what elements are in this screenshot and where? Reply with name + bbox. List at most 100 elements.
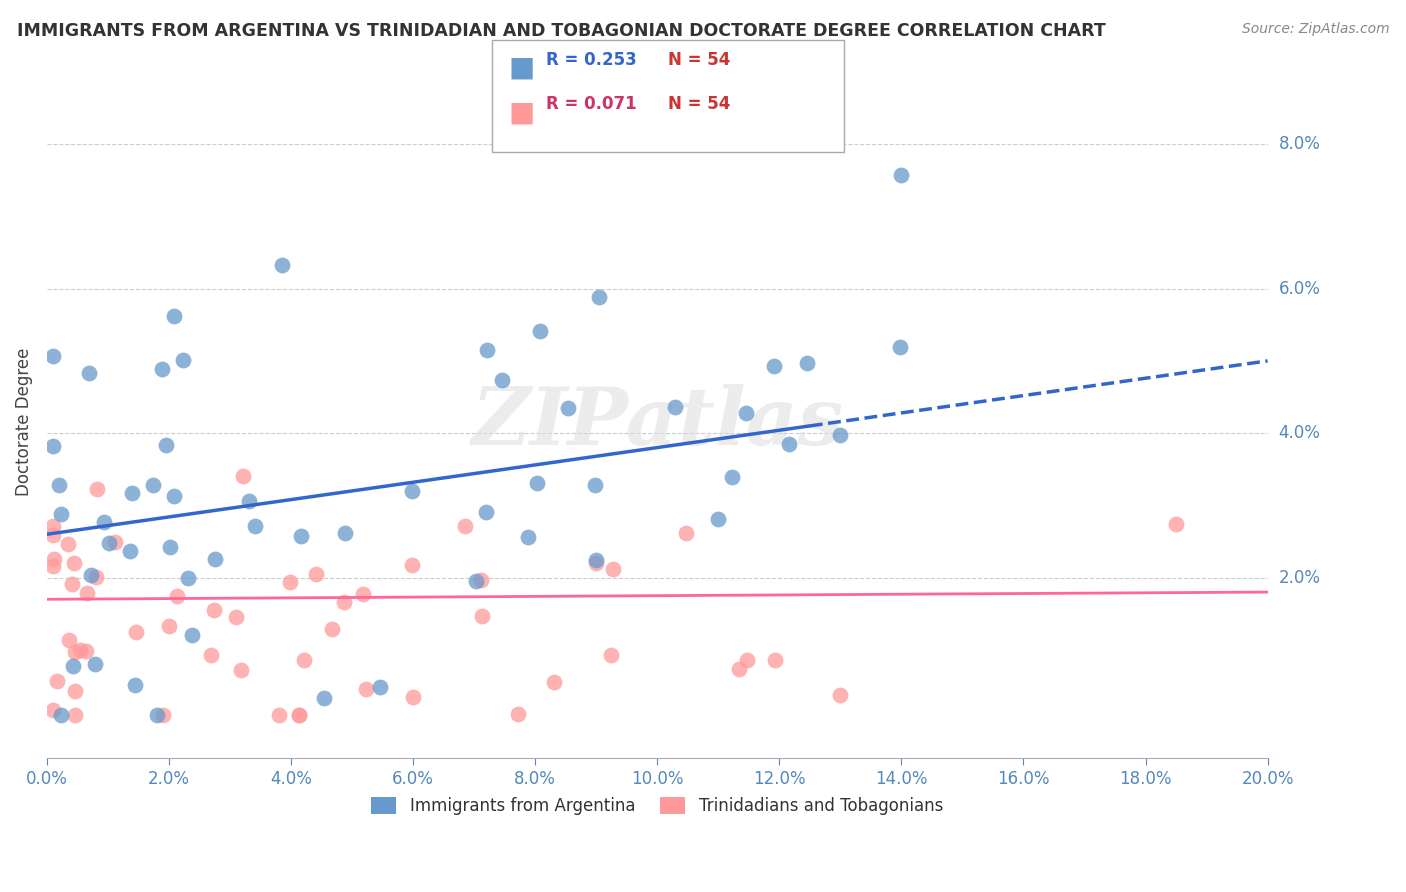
Trinidadians and Tobagonians — [508, 706, 530, 721]
Trinidadians and Tobagonians — [225, 610, 247, 624]
Text: 2.0%: 2.0% — [1278, 568, 1320, 587]
Immigrants from Argentina — [98, 536, 121, 550]
Immigrants from Argentina — [585, 553, 607, 567]
Trinidadians and Tobagonians — [157, 618, 180, 632]
Trinidadians and Tobagonians — [166, 589, 188, 603]
Trinidadians and Tobagonians — [728, 662, 751, 676]
Trinidadians and Tobagonians — [232, 469, 254, 483]
Immigrants from Argentina — [889, 340, 911, 354]
Trinidadians and Tobagonians — [735, 653, 758, 667]
Trinidadians and Tobagonians — [470, 573, 492, 587]
Trinidadians and Tobagonians — [42, 519, 65, 533]
Trinidadians and Tobagonians — [763, 653, 786, 667]
Trinidadians and Tobagonians — [63, 556, 86, 570]
Trinidadians and Tobagonians — [830, 689, 852, 703]
Trinidadians and Tobagonians — [401, 558, 423, 573]
Immigrants from Argentina — [491, 373, 513, 387]
Immigrants from Argentina — [526, 475, 548, 490]
Immigrants from Argentina — [77, 366, 100, 380]
Trinidadians and Tobagonians — [75, 643, 97, 657]
Text: ZIPatlas: ZIPatlas — [471, 384, 844, 461]
Immigrants from Argentina — [465, 574, 488, 588]
Trinidadians and Tobagonians — [543, 675, 565, 690]
Immigrants from Argentina — [243, 519, 266, 533]
Immigrants from Argentina — [517, 530, 540, 544]
Immigrants from Argentina — [62, 658, 84, 673]
Immigrants from Argentina — [588, 290, 610, 304]
Text: Source: ZipAtlas.com: Source: ZipAtlas.com — [1241, 22, 1389, 37]
Trinidadians and Tobagonians — [60, 576, 83, 591]
Trinidadians and Tobagonians — [58, 632, 80, 647]
Immigrants from Argentina — [80, 568, 103, 582]
Immigrants from Argentina — [368, 680, 391, 694]
Text: N = 54: N = 54 — [668, 95, 730, 113]
Trinidadians and Tobagonians — [65, 684, 87, 698]
Trinidadians and Tobagonians — [585, 557, 607, 571]
Trinidadians and Tobagonians — [152, 707, 174, 722]
Immigrants from Argentina — [475, 343, 498, 357]
Text: ■: ■ — [509, 98, 536, 126]
Trinidadians and Tobagonians — [229, 663, 252, 677]
Trinidadians and Tobagonians — [84, 570, 107, 584]
Trinidadians and Tobagonians — [453, 519, 475, 533]
Immigrants from Argentina — [583, 478, 606, 492]
Immigrants from Argentina — [155, 438, 177, 452]
Immigrants from Argentina — [177, 571, 200, 585]
Trinidadians and Tobagonians — [402, 690, 425, 704]
Immigrants from Argentina — [830, 428, 852, 442]
Immigrants from Argentina — [48, 478, 70, 492]
Immigrants from Argentina — [290, 529, 312, 543]
Immigrants from Argentina — [93, 516, 115, 530]
Trinidadians and Tobagonians — [599, 648, 621, 662]
Trinidadians and Tobagonians — [602, 562, 624, 576]
Trinidadians and Tobagonians — [269, 707, 291, 722]
Immigrants from Argentina — [401, 483, 423, 498]
Trinidadians and Tobagonians — [76, 585, 98, 599]
Immigrants from Argentina — [172, 353, 194, 368]
Trinidadians and Tobagonians — [321, 622, 343, 636]
Immigrants from Argentina — [721, 469, 744, 483]
Immigrants from Argentina — [333, 525, 356, 540]
Immigrants from Argentina — [159, 540, 181, 554]
Immigrants from Argentina — [762, 359, 785, 373]
Trinidadians and Tobagonians — [42, 703, 65, 717]
Immigrants from Argentina — [796, 355, 818, 369]
Immigrants from Argentina — [42, 440, 65, 454]
Immigrants from Argentina — [181, 627, 204, 641]
Trinidadians and Tobagonians — [278, 575, 301, 590]
Immigrants from Argentina — [146, 707, 169, 722]
Trinidadians and Tobagonians — [200, 648, 222, 663]
Immigrants from Argentina — [734, 406, 756, 420]
Trinidadians and Tobagonians — [45, 673, 67, 688]
Immigrants from Argentina — [120, 543, 142, 558]
Text: R = 0.071: R = 0.071 — [546, 95, 636, 113]
Trinidadians and Tobagonians — [332, 595, 354, 609]
Trinidadians and Tobagonians — [202, 603, 225, 617]
Trinidadians and Tobagonians — [42, 551, 65, 566]
Text: N = 54: N = 54 — [668, 51, 730, 69]
Trinidadians and Tobagonians — [86, 482, 108, 496]
Trinidadians and Tobagonians — [63, 707, 86, 722]
Immigrants from Argentina — [83, 657, 105, 671]
Text: ■: ■ — [509, 54, 536, 81]
Immigrants from Argentina — [664, 400, 686, 414]
Immigrants from Argentina — [204, 552, 226, 566]
Immigrants from Argentina — [42, 350, 65, 364]
Text: R = 0.253: R = 0.253 — [546, 51, 637, 69]
Y-axis label: Doctorate Degree: Doctorate Degree — [15, 348, 32, 497]
Immigrants from Argentina — [707, 512, 730, 526]
Trinidadians and Tobagonians — [56, 537, 79, 551]
Text: 4.0%: 4.0% — [1278, 424, 1320, 442]
Trinidadians and Tobagonians — [42, 527, 65, 541]
Trinidadians and Tobagonians — [42, 558, 65, 573]
Immigrants from Argentina — [163, 310, 186, 324]
Text: 8.0%: 8.0% — [1278, 136, 1320, 153]
Immigrants from Argentina — [121, 486, 143, 500]
Immigrants from Argentina — [890, 168, 912, 182]
Trinidadians and Tobagonians — [69, 643, 91, 657]
Trinidadians and Tobagonians — [356, 682, 378, 697]
Trinidadians and Tobagonians — [287, 707, 309, 722]
Immigrants from Argentina — [271, 258, 294, 272]
Trinidadians and Tobagonians — [125, 624, 148, 639]
Immigrants from Argentina — [778, 437, 800, 451]
